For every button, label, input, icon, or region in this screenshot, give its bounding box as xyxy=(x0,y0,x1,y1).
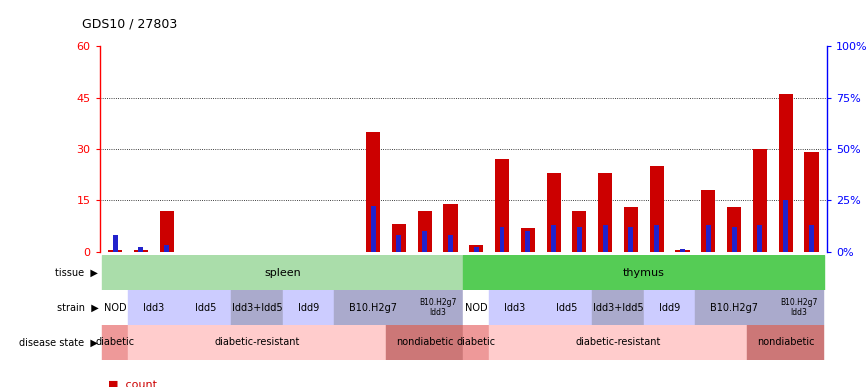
Bar xyxy=(371,206,376,252)
Bar xyxy=(500,227,505,252)
Text: B10.H2g7
Idd3: B10.H2g7 Idd3 xyxy=(780,298,818,317)
Text: Idd9: Idd9 xyxy=(298,303,320,313)
Bar xyxy=(463,255,824,290)
Bar xyxy=(758,225,762,252)
Text: B10.H2g7
Idd3: B10.H2g7 Idd3 xyxy=(419,298,456,317)
Bar xyxy=(526,231,530,252)
Bar xyxy=(422,231,427,252)
Text: Idd3: Idd3 xyxy=(504,303,526,313)
Bar xyxy=(489,325,747,360)
Text: diabetic: diabetic xyxy=(456,337,495,348)
Text: disease state  ▶: disease state ▶ xyxy=(19,337,99,348)
Bar xyxy=(463,290,489,325)
Bar xyxy=(391,224,406,252)
Bar xyxy=(520,228,535,252)
Text: strain  ▶: strain ▶ xyxy=(56,303,99,313)
Bar xyxy=(108,250,122,252)
Bar xyxy=(102,255,463,290)
Text: B10.H2g7: B10.H2g7 xyxy=(349,303,397,313)
Bar xyxy=(448,235,453,252)
Bar xyxy=(779,94,793,252)
Bar xyxy=(655,225,659,252)
Bar xyxy=(128,290,179,325)
Bar xyxy=(494,159,509,252)
Bar xyxy=(469,245,483,252)
Bar xyxy=(334,290,411,325)
Bar xyxy=(805,152,818,252)
Bar xyxy=(624,207,638,252)
Bar xyxy=(772,290,824,325)
Bar xyxy=(133,250,148,252)
Text: Idd3+Idd5: Idd3+Idd5 xyxy=(231,303,282,313)
Text: ■  count: ■ count xyxy=(108,379,158,387)
Bar xyxy=(282,290,334,325)
Bar xyxy=(695,290,772,325)
Bar xyxy=(474,247,479,252)
Bar xyxy=(386,325,463,360)
Bar xyxy=(680,250,685,252)
Text: nondiabetic: nondiabetic xyxy=(396,337,454,348)
Bar xyxy=(179,290,231,325)
Bar xyxy=(629,227,633,252)
Bar xyxy=(159,211,174,252)
Bar xyxy=(644,290,695,325)
Bar xyxy=(592,290,644,325)
Text: nondiabetic: nondiabetic xyxy=(757,337,815,348)
Text: diabetic: diabetic xyxy=(95,337,134,348)
Bar xyxy=(489,290,540,325)
Bar xyxy=(165,245,169,252)
Text: tissue  ▶: tissue ▶ xyxy=(55,268,99,278)
Bar xyxy=(540,290,592,325)
Bar xyxy=(675,250,689,252)
Bar xyxy=(650,166,664,252)
Text: diabetic-resistant: diabetic-resistant xyxy=(575,337,661,348)
Text: GDS10 / 27803: GDS10 / 27803 xyxy=(82,18,178,31)
Bar xyxy=(113,235,118,252)
Bar xyxy=(102,325,128,360)
Bar xyxy=(128,325,386,360)
Bar xyxy=(366,132,380,252)
Text: Idd5: Idd5 xyxy=(195,303,216,313)
Bar xyxy=(443,204,457,252)
Bar xyxy=(727,207,741,252)
Text: thymus: thymus xyxy=(623,268,665,278)
Bar xyxy=(577,227,582,252)
Bar xyxy=(546,173,560,252)
Bar xyxy=(231,290,282,325)
Text: diabetic-resistant: diabetic-resistant xyxy=(214,337,300,348)
Bar xyxy=(706,225,711,252)
Text: NOD: NOD xyxy=(465,303,488,313)
Bar xyxy=(551,225,556,252)
Text: NOD: NOD xyxy=(104,303,126,313)
Bar xyxy=(102,290,128,325)
Bar xyxy=(783,200,788,252)
Bar xyxy=(701,190,715,252)
Text: Idd9: Idd9 xyxy=(659,303,681,313)
Bar xyxy=(572,211,586,252)
Text: Idd5: Idd5 xyxy=(556,303,577,313)
Bar xyxy=(753,149,767,252)
Bar xyxy=(603,225,608,252)
Bar xyxy=(397,235,401,252)
Text: Idd3+Idd5: Idd3+Idd5 xyxy=(592,303,643,313)
Bar xyxy=(809,225,814,252)
Bar xyxy=(139,247,144,252)
Text: B10.H2g7: B10.H2g7 xyxy=(710,303,758,313)
Bar xyxy=(732,227,737,252)
Bar xyxy=(463,325,489,360)
Bar xyxy=(417,211,432,252)
Text: spleen: spleen xyxy=(264,268,301,278)
Text: Idd3: Idd3 xyxy=(143,303,165,313)
Bar xyxy=(411,290,463,325)
Bar xyxy=(598,173,612,252)
Bar xyxy=(747,325,824,360)
